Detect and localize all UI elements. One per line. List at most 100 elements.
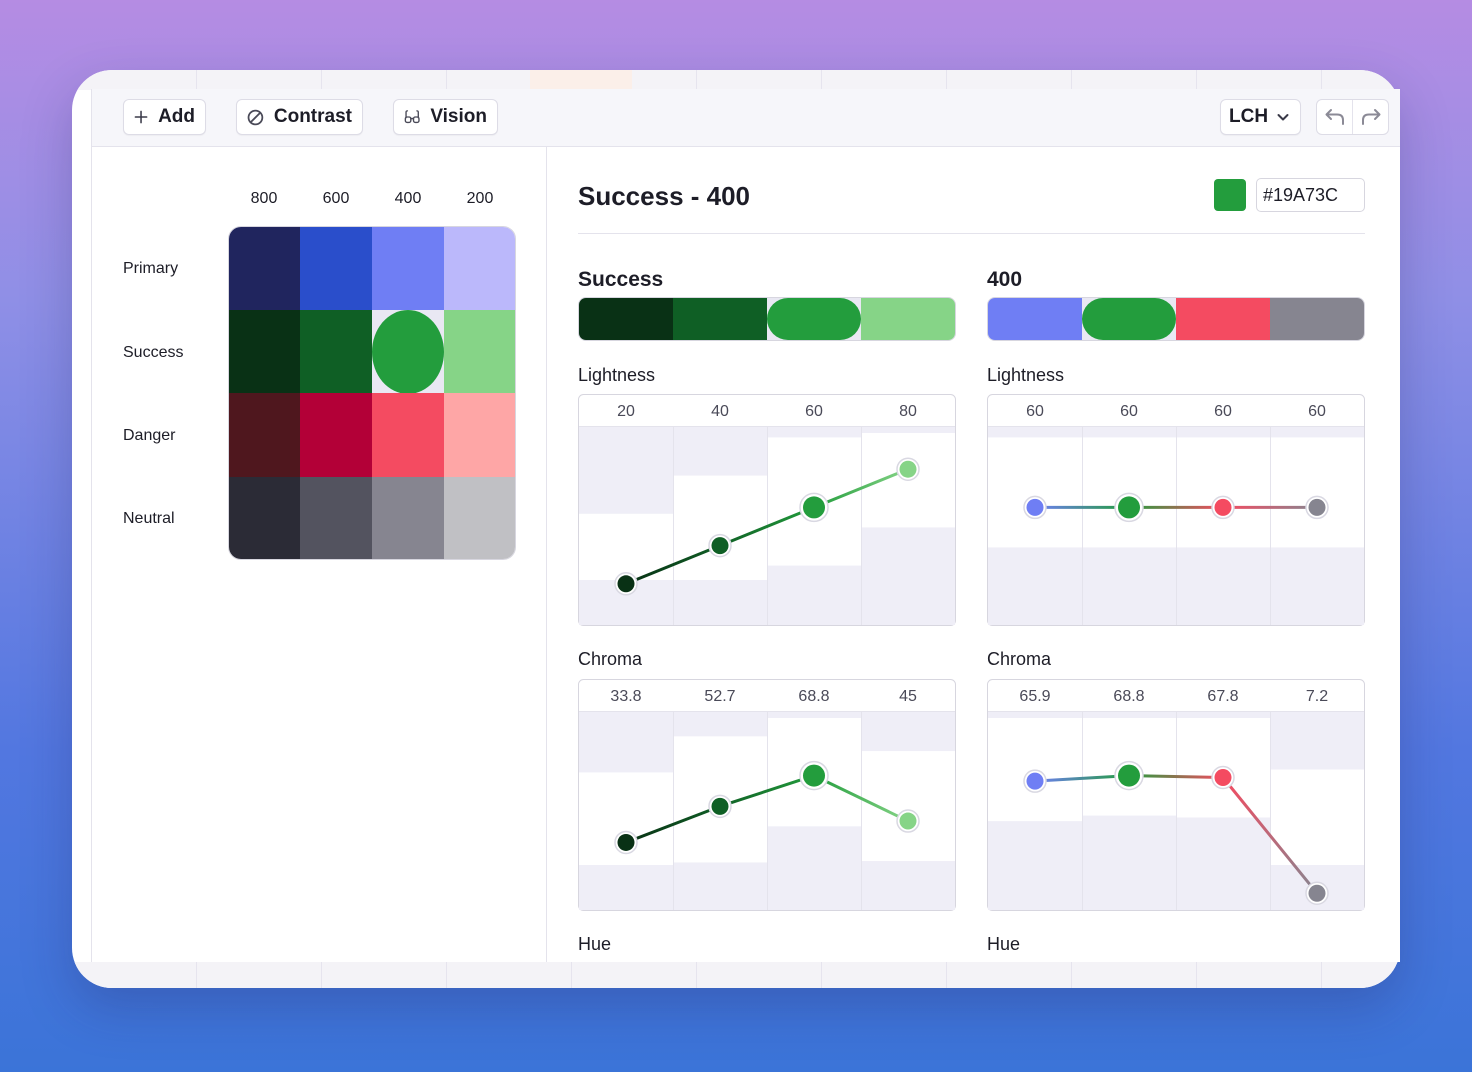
chart-tick-label: 60	[1120, 403, 1138, 420]
scale-swatch[interactable]	[673, 298, 767, 340]
chart-tick-label: 65.9	[1019, 688, 1050, 705]
palette-swatch[interactable]	[300, 393, 372, 477]
chart-point	[1026, 772, 1044, 790]
palette-swatch[interactable]	[372, 393, 444, 477]
lightness-chart-row: 20 40 60 80	[578, 394, 956, 626]
chart-tick-label: 33.8	[610, 688, 641, 705]
chart-series-segment	[1221, 776, 1319, 895]
scale-swatch[interactable]	[579, 298, 673, 340]
chart-column-highlight	[1270, 769, 1364, 865]
chroma-label-row: Chroma	[578, 649, 643, 669]
contrast-button[interactable]: Contrast	[236, 99, 363, 135]
hex-input[interactable]	[1256, 178, 1365, 212]
chart-point	[1214, 769, 1232, 787]
redo-button[interactable]	[1352, 100, 1388, 134]
chart-tick-label: 40	[711, 403, 729, 420]
palette-swatch[interactable]	[444, 227, 515, 310]
scale-swatch[interactable]	[1082, 298, 1176, 340]
chart-point	[1118, 496, 1140, 519]
scale-swatch[interactable]	[988, 298, 1082, 340]
chart-series-segment	[624, 544, 722, 586]
chart-tick-label: 60	[1308, 403, 1326, 420]
detail-divider	[578, 233, 1365, 234]
chart-tick-label: 20	[617, 403, 635, 420]
lightness-label-column: Lightness	[987, 365, 1065, 385]
chroma-chart-column: 65.9 68.8 67.8 7.2	[987, 679, 1365, 911]
contrast-icon	[247, 109, 264, 125]
row-header: Neutral	[123, 510, 175, 527]
chart-tick-label: 52.7	[704, 688, 735, 705]
detail-panel: Success - 400 Success 400 Lightness Ligh…	[547, 147, 1400, 962]
chart-point	[803, 496, 825, 519]
chart-series-segment	[718, 505, 816, 548]
palette-swatch[interactable]	[372, 227, 444, 310]
palette-panel: 800 600 400 200 Primary Success Danger N…	[92, 147, 547, 962]
column-header: 200	[466, 190, 494, 207]
chart-column-highlight	[673, 475, 767, 580]
palette-swatch[interactable]	[229, 476, 300, 559]
scale-swatch[interactable]	[1270, 298, 1364, 340]
chart-series-segment	[812, 467, 910, 509]
column-section-title: 400	[987, 268, 1023, 291]
background-grid-bottom	[72, 962, 1400, 988]
scale-swatch[interactable]	[1176, 298, 1270, 340]
chart-tick-label: 68.8	[1113, 688, 1144, 705]
palette-swatch[interactable]	[372, 476, 444, 559]
palette-swatch[interactable]	[444, 476, 515, 559]
chart-tick-label: 60	[1026, 403, 1044, 420]
selected-color-swatch[interactable]	[1214, 179, 1246, 211]
chart-point	[803, 764, 825, 787]
hue-label-row: Hue	[578, 934, 612, 954]
toolbar: Add Contrast Vision LCH	[92, 89, 1400, 147]
column-header: 400	[394, 190, 422, 207]
scale-swatch[interactable]	[861, 298, 955, 340]
palette-swatch[interactable]	[229, 227, 300, 310]
chart-point	[711, 537, 729, 555]
selected-swatch-dot	[372, 309, 444, 394]
redo-icon	[1361, 109, 1380, 125]
chart-column-highlight	[579, 513, 673, 580]
palette-swatch[interactable]	[300, 309, 372, 394]
vision-button[interactable]: Vision	[393, 99, 498, 135]
chroma-chart-row: 33.8 52.7 68.8 45	[578, 679, 956, 911]
row-scale-bar	[578, 297, 956, 341]
chart-point	[899, 460, 917, 478]
column-header: 800	[250, 190, 278, 207]
chart-point	[617, 575, 635, 593]
add-button[interactable]: Add	[123, 99, 206, 135]
glasses-icon	[404, 110, 420, 124]
scale-swatch[interactable]	[767, 298, 861, 340]
app-window: Add Contrast Vision LCH	[92, 89, 1400, 962]
lightness-chart-column: 60 60 60 60	[987, 394, 1365, 626]
undo-button[interactable]	[1317, 100, 1352, 134]
palette-swatch[interactable]	[229, 309, 300, 394]
undo-icon	[1325, 109, 1344, 125]
chart-point	[711, 797, 729, 815]
add-button-label: Add	[158, 106, 195, 127]
row-section-title: Success	[578, 268, 664, 291]
contrast-button-label: Contrast	[273, 106, 352, 127]
palette-swatch[interactable]	[300, 476, 372, 559]
chevron-down-icon	[1277, 114, 1289, 121]
palette-swatch[interactable]	[444, 393, 515, 477]
chart-point	[1118, 764, 1140, 787]
palette-swatch[interactable]	[229, 393, 300, 477]
chart-point	[899, 812, 917, 830]
palette-swatch[interactable]	[444, 309, 515, 394]
chart-point	[1308, 884, 1326, 902]
chart-series-segment	[718, 774, 816, 808]
palette-swatch[interactable]	[372, 309, 444, 394]
chart-point	[617, 833, 635, 851]
row-header: Primary	[123, 260, 179, 277]
color-mode-select[interactable]: LCH	[1220, 99, 1301, 135]
column-scale-bar	[987, 297, 1365, 341]
row-header: Success	[123, 344, 184, 361]
background-grid-top	[72, 70, 1400, 90]
hue-label-column: Hue	[987, 934, 1021, 954]
palette-swatch[interactable]	[300, 227, 372, 310]
chart-column-highlight	[1176, 437, 1270, 548]
column-header: 600	[322, 190, 350, 207]
chart-series-segment	[624, 804, 722, 844]
chart-series-segment	[1033, 774, 1131, 783]
chart-column-highlight	[1270, 437, 1364, 548]
